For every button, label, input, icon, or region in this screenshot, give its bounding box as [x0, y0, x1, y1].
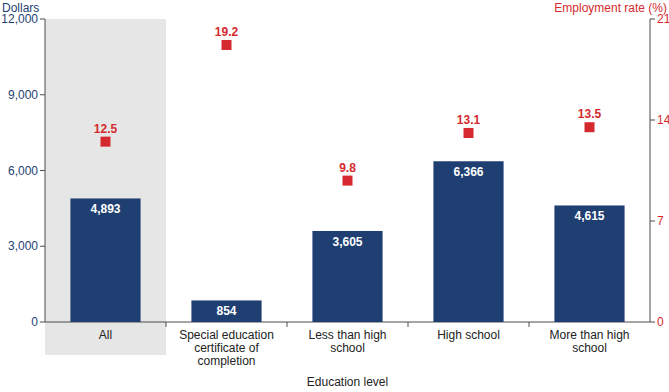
y-tick — [40, 19, 45, 20]
x-tick-label: Special educationcertificate ofcompletio… — [179, 328, 274, 368]
y2-tick — [650, 221, 655, 222]
chart-svg: DollarsEmployment rate (%)Education leve… — [0, 0, 669, 392]
marker-label: 12.5 — [94, 122, 118, 136]
x-tick-label-line: Less than high — [308, 328, 386, 342]
bar-label: 854 — [216, 304, 236, 318]
y2-tick-label: 21 — [657, 12, 669, 26]
y2-tick-label: 7 — [657, 214, 664, 228]
marker — [585, 122, 595, 132]
x-tick-label: High school — [437, 328, 500, 342]
x-tick-label-line: All — [99, 328, 112, 342]
marker-label: 13.5 — [578, 107, 602, 121]
x-band-separator — [287, 322, 288, 327]
y2-axis-line — [650, 19, 651, 322]
y2-tick-label: 14 — [657, 113, 669, 127]
marker-label: 19.2 — [215, 25, 239, 39]
y-tick-label: 12,000 — [1, 12, 38, 26]
x-tick-label: Less than highschool — [308, 328, 386, 355]
x-tick-label: All — [99, 328, 112, 342]
bar — [433, 161, 503, 322]
x-tick-label: More than highschool — [549, 328, 629, 355]
marker-label: 13.1 — [457, 113, 481, 127]
y-tick — [40, 322, 45, 323]
y2-tick — [650, 19, 655, 20]
y-tick — [40, 246, 45, 247]
bar — [554, 205, 624, 322]
bar-label: 4,893 — [90, 202, 120, 216]
x-band-separator — [408, 322, 409, 327]
y-tick-label: 0 — [31, 315, 38, 329]
y2-tick-label: 0 — [657, 315, 664, 329]
marker — [101, 137, 111, 147]
chart-container: DollarsEmployment rate (%)Education leve… — [0, 0, 669, 392]
marker-label: 9.8 — [339, 161, 356, 175]
x-tick-label-line: More than high — [549, 328, 629, 342]
x-band-separator — [166, 322, 167, 327]
marker — [343, 176, 353, 186]
y2-tick — [650, 120, 655, 121]
y-tick — [40, 170, 45, 171]
marker — [464, 128, 474, 138]
y-tick-label: 3,000 — [8, 239, 38, 253]
bar-label: 6,366 — [453, 165, 483, 179]
bar-label: 4,615 — [574, 209, 604, 223]
y2-axis-title: Employment rate (%) — [554, 1, 667, 15]
x-tick-label-line: school — [572, 341, 607, 355]
x-band-separator — [529, 322, 530, 327]
x-tick-label-line: completion — [197, 354, 255, 368]
bar — [312, 231, 382, 322]
data-labels: 4,893 854 3,605 6,366 4,615 12.5 19.2 9.8 13.1 13… — [90, 25, 604, 318]
x-axis-title: Education level — [307, 375, 388, 389]
bar-label: 3,605 — [332, 235, 362, 249]
y-tick-label: 9,000 — [8, 88, 38, 102]
x-tick-label-line: school — [330, 341, 365, 355]
marks — [70, 40, 624, 322]
y2-tick — [650, 322, 655, 323]
y-tick — [40, 94, 45, 95]
x-tick-label-line: certificate of — [194, 341, 259, 355]
y-tick-label: 6,000 — [8, 164, 38, 178]
marker — [222, 40, 232, 50]
highlight-band — [45, 19, 166, 355]
x-tick-label-line: Special education — [179, 328, 274, 342]
bar — [70, 198, 140, 322]
x-tick-label-line: High school — [437, 328, 500, 342]
bar — [191, 300, 261, 322]
